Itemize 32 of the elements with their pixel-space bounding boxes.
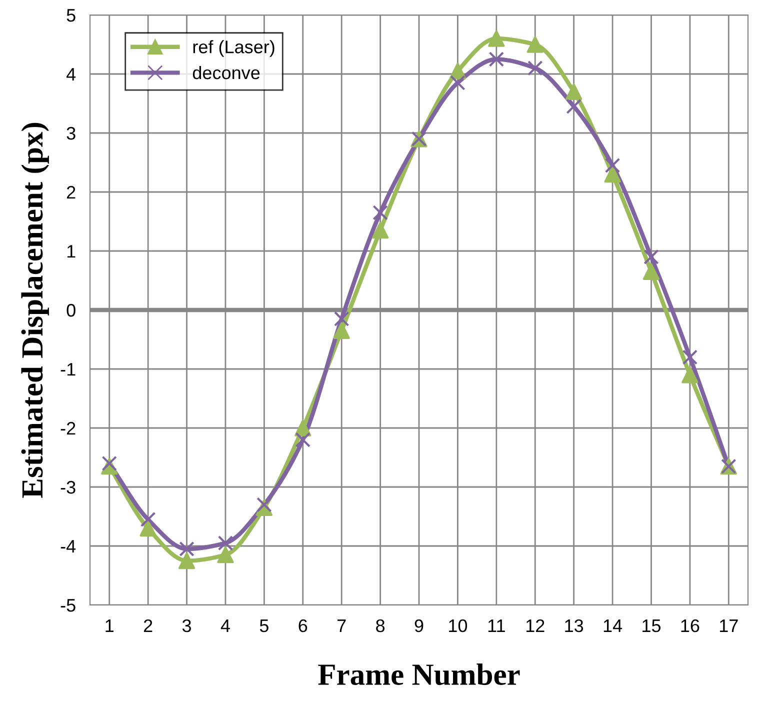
x-tick-label: 16 [681, 619, 700, 632]
y-tick-label: 5 [66, 9, 76, 22]
x-tick-label: 10 [449, 619, 468, 632]
y-tick-label: 1 [67, 245, 76, 258]
y-tick-label: 4 [66, 68, 76, 81]
x-tick-label: 12 [526, 619, 544, 632]
x-tick-label: 4 [220, 620, 230, 632]
x-tick-label: 8 [376, 619, 385, 632]
y-tick-label: 2 [66, 186, 76, 199]
x-tick-label: 5 [260, 620, 268, 632]
x-tick-label: 6 [298, 619, 308, 632]
x-tick-label: 15 [642, 620, 661, 632]
y-tick-label: -4 [60, 540, 76, 553]
y-tick-label: -1 [60, 363, 76, 376]
y-tick-label: -3 [60, 480, 76, 494]
x-tick-label: 7 [337, 620, 346, 632]
x-tick-label: 1 [106, 620, 114, 632]
x-tick-label: 17 [720, 620, 738, 632]
y-axis-title: Estimated Displacement (px) [21, 122, 49, 498]
x-tick-label: 11 [488, 620, 505, 632]
x-tick-label: 2 [144, 619, 152, 632]
y-tick-label: 3 [66, 126, 76, 140]
legend-label: ref (Laser) [193, 40, 274, 57]
y-tick-label: 0 [66, 304, 76, 317]
y-tick-label: -5 [60, 599, 76, 612]
legend-label: deconve [192, 66, 260, 80]
x-tick-label: 9 [414, 619, 424, 632]
x-tick-label: 13 [565, 619, 584, 632]
x-tick-label: 3 [182, 619, 191, 632]
y-tick-label: -2 [60, 422, 76, 435]
x-axis-title: Frame Number [318, 664, 520, 686]
x-tick-label: 14 [604, 620, 622, 632]
